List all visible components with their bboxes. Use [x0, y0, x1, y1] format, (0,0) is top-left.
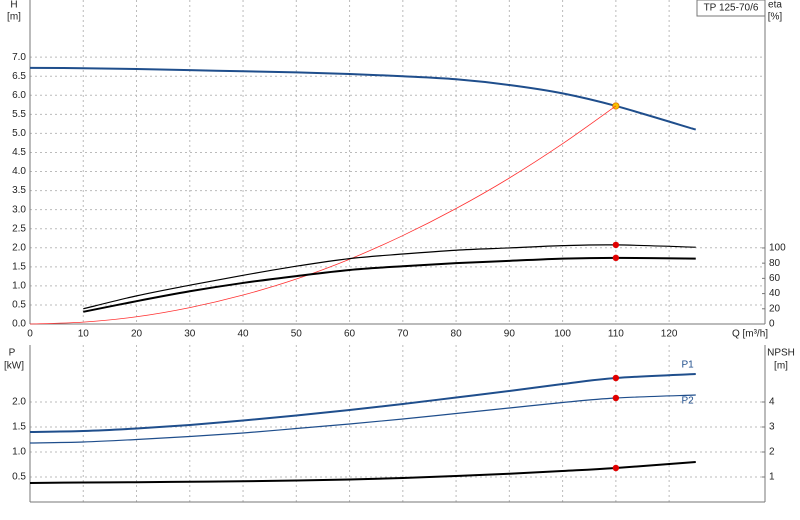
- y-tick-label: 3.0: [12, 204, 26, 215]
- y2-tick-label: 0: [769, 319, 775, 330]
- x-tick-label: 100: [554, 329, 571, 340]
- y-tick-label: 1.5: [12, 261, 26, 272]
- duty-point: [612, 241, 620, 249]
- duty-point: [612, 464, 620, 472]
- y-tick-label: 1.0: [12, 281, 26, 292]
- y2-axis-label: NPSH: [767, 348, 795, 359]
- y2-tick-label: 20: [769, 303, 781, 314]
- y-tick-label: 0.0: [12, 319, 26, 330]
- y-tick-label: 5.5: [12, 109, 26, 120]
- y-tick-label: 1.5: [12, 422, 26, 433]
- x-axis-label: Q [m³/h]: [732, 329, 768, 340]
- y2-tick-label: 40: [769, 288, 781, 299]
- y-tick-label: 3.5: [12, 185, 26, 196]
- y-tick-label: 4.5: [12, 147, 26, 158]
- duty-point: [612, 254, 620, 262]
- series-line: [83, 244, 696, 310]
- series-label: P1: [682, 360, 695, 371]
- y-tick-label: 6.5: [12, 71, 26, 82]
- y2-tick-label: 4: [769, 397, 775, 408]
- y-tick-label: 2.5: [12, 223, 26, 234]
- y2-tick-label: 80: [769, 258, 781, 269]
- y2-tick-label: 60: [769, 273, 781, 284]
- chart-title: TP 125-70/6: [704, 3, 759, 14]
- y-tick-label: 6.0: [12, 90, 26, 101]
- y2-axis-unit: [m]: [774, 361, 788, 372]
- y-tick-label: 7.0: [12, 52, 26, 63]
- y-axis-label: H: [10, 0, 17, 11]
- series-line: [29, 105, 617, 325]
- y2-axis-label: eta: [768, 0, 782, 11]
- x-tick-label: 50: [291, 329, 303, 340]
- x-tick-label: 10: [78, 329, 90, 340]
- y-axis-unit: [kW]: [4, 361, 24, 372]
- x-tick-label: 40: [237, 329, 249, 340]
- x-tick-label: 0: [27, 329, 33, 340]
- y2-tick-label: 100: [769, 243, 786, 254]
- y2-tick-label: 1: [769, 472, 775, 483]
- duty-point: [612, 374, 620, 382]
- y-tick-label: 5.0: [12, 128, 26, 139]
- y-tick-label: 2.0: [12, 397, 26, 408]
- series-line: [29, 461, 696, 484]
- x-tick-label: 90: [504, 329, 516, 340]
- x-tick-label: 120: [661, 329, 678, 340]
- y2-tick-label: 2: [769, 447, 775, 458]
- y2-axis-unit: [%]: [768, 12, 783, 23]
- x-tick-label: 20: [131, 329, 143, 340]
- y-tick-label: 0.5: [12, 472, 26, 483]
- series-line: [29, 394, 696, 444]
- y2-tick-label: 3: [769, 422, 775, 433]
- x-tick-label: 80: [451, 329, 463, 340]
- series-label: P2: [682, 396, 695, 407]
- y-tick-label: 2.0: [12, 242, 26, 253]
- x-tick-label: 110: [608, 329, 624, 340]
- series-line: [29, 373, 696, 433]
- y-tick-label: 0.5: [12, 300, 26, 311]
- duty-point: [612, 394, 620, 402]
- x-tick-label: 60: [344, 329, 356, 340]
- x-tick-label: 30: [184, 329, 196, 340]
- y-tick-label: 4.0: [12, 166, 26, 177]
- y-axis-unit: [m]: [7, 12, 21, 23]
- series-line: [83, 256, 696, 313]
- y-axis-label: P: [9, 348, 16, 359]
- y-tick-label: 1.0: [12, 447, 26, 458]
- series-line: [29, 66, 697, 131]
- x-tick-label: 70: [397, 329, 409, 340]
